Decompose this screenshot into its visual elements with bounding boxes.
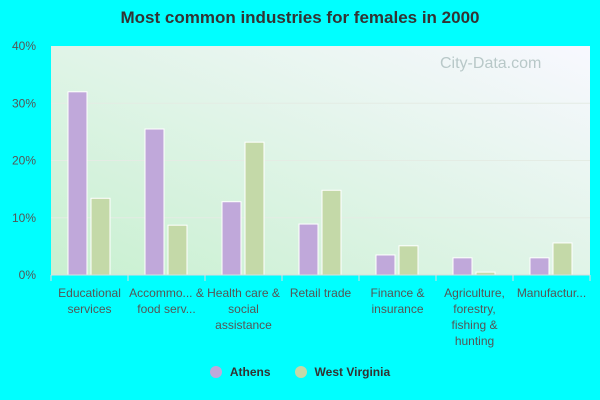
watermark: City-Data.com bbox=[440, 55, 541, 72]
bar-west-virginia bbox=[244, 141, 265, 276]
x-tick-label: Educational services bbox=[58, 286, 121, 316]
bar-west-virginia bbox=[398, 245, 419, 276]
bar-west-virginia bbox=[321, 189, 342, 276]
x-tick-label: Agriculture, forestry, fishing & hunting bbox=[444, 286, 505, 348]
y-tick-label: 0% bbox=[19, 268, 37, 282]
bar-athens bbox=[67, 91, 88, 276]
y-tick-label: 20% bbox=[12, 154, 36, 168]
legend-item-west-virginia: West Virginia bbox=[294, 365, 391, 379]
x-tick-label: Manufactur... bbox=[516, 286, 587, 300]
legend-label: West Virginia bbox=[314, 365, 391, 379]
legend-item-athens: Athens bbox=[209, 365, 271, 379]
athens-swatch bbox=[209, 366, 222, 378]
legend-label: Athens bbox=[229, 365, 271, 379]
bar-athens bbox=[144, 128, 165, 276]
x-tick-label: Finance & insurance bbox=[370, 286, 425, 316]
bar-athens bbox=[298, 223, 319, 276]
y-tick-label: 10% bbox=[12, 211, 36, 225]
bar-athens bbox=[529, 257, 550, 276]
y-tick-label: 30% bbox=[12, 96, 36, 110]
bar-athens bbox=[375, 254, 396, 276]
chart-title: Most common industries for females in 20… bbox=[120, 8, 480, 27]
bar-west-virginia bbox=[552, 242, 573, 276]
bar-west-virginia bbox=[90, 197, 111, 276]
x-tick-label: Accommo... & food serv... bbox=[129, 286, 204, 316]
wv-swatch bbox=[294, 366, 307, 378]
y-tick-label: 40% bbox=[12, 39, 36, 53]
x-tick-label: Health care & social assistance bbox=[207, 286, 280, 332]
x-tick-label: Retail trade bbox=[289, 286, 352, 300]
legend: Athens West Virginia bbox=[0, 365, 600, 379]
bar-west-virginia bbox=[167, 224, 188, 276]
bar-athens bbox=[221, 201, 242, 276]
bar-athens bbox=[452, 257, 473, 276]
